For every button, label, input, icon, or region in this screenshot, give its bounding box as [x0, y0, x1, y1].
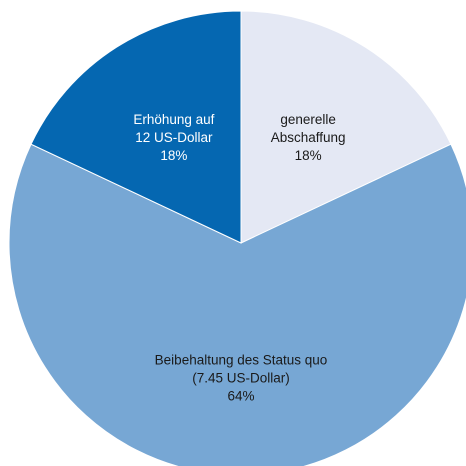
pie-slice-label-line: generelle — [280, 112, 336, 127]
pie-slice-label-line: 18% — [295, 148, 322, 163]
pie-slice-label-line: Erhöhung auf — [133, 112, 214, 127]
labels-layer: generelle Abschaffung 18% Beibehaltung des … — [133, 112, 345, 403]
pie-slice-label-2: Erhöhung auf 12 US-Dollar 18% — [133, 112, 214, 163]
pie-slice-label-line: 64% — [227, 389, 254, 404]
pie-slice-0 — [240, 10, 452, 244]
pie-slice-label-line: Beibehaltung des Status quo — [155, 353, 328, 368]
pie-slice-label-0: generelle Abschaffung 18% — [271, 112, 346, 163]
slices-layer — [8, 10, 466, 466]
pie-slice-label-1: Beibehaltung des Status quo (7.45 US-Doll… — [155, 353, 328, 404]
pie-slice-label-line: (7.45 US-Dollar) — [192, 371, 290, 386]
pie-slice-2 — [30, 10, 242, 244]
pie-slice-label-line: 18% — [160, 148, 187, 163]
pie-slice-label-line: Abschaffung — [271, 130, 346, 145]
pie-slice-1 — [8, 143, 466, 466]
pie-slice-label-line: 12 US-Dollar — [135, 130, 213, 145]
